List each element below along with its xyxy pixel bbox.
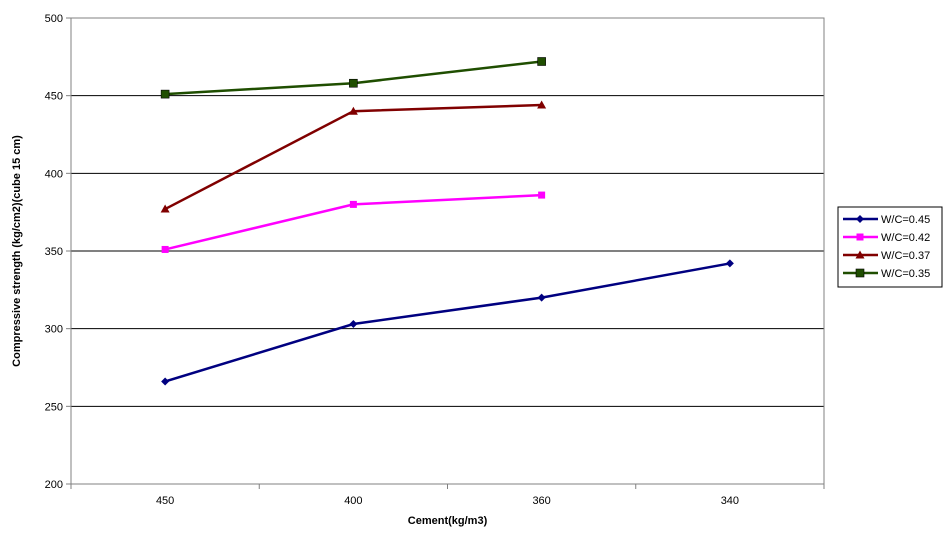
data-point <box>725 259 734 268</box>
y-tick-label: 450 <box>45 91 63 103</box>
series-line <box>164 103 542 211</box>
data-point <box>538 191 546 199</box>
x-tick-label: 450 <box>156 495 174 507</box>
legend-label: W/C=0.42 <box>881 232 930 244</box>
x-axis-ticks: 450 400 360 340 <box>70 484 825 507</box>
data-point <box>161 245 169 253</box>
legend-marker <box>855 268 865 278</box>
data-point <box>349 78 358 88</box>
legend-marker <box>856 233 864 241</box>
y-tick-label: 300 <box>45 324 63 336</box>
legend-label: W/C=0.37 <box>881 250 930 262</box>
data-point <box>160 204 170 213</box>
data-point <box>537 100 547 109</box>
legend-item: W/C=0.37 <box>843 250 930 262</box>
legend-label: W/C=0.45 <box>881 214 930 226</box>
data-point <box>160 89 170 99</box>
x-axis-title: Cement(kg/m3) <box>408 515 488 527</box>
y-axis-title: Compressive strength (kg/cm2)(cube 15 cm… <box>11 135 23 367</box>
legend-marker <box>856 215 864 223</box>
legend-item: W/C=0.42 <box>843 232 930 244</box>
series-4 <box>160 57 546 99</box>
y-tick-label: 200 <box>45 479 63 491</box>
legend-item: W/C=0.45 <box>843 214 930 226</box>
series-line <box>164 262 731 383</box>
series-lines <box>160 57 734 386</box>
data-point <box>349 200 357 208</box>
legend-label: W/C=0.35 <box>881 268 930 280</box>
legend-item: W/C=0.35 <box>843 268 930 280</box>
legend: W/C=0.45 W/C=0.42 W/C=0.37 W/C=0.35 <box>837 206 943 288</box>
legend-marker <box>855 250 865 259</box>
y-tick-label: 250 <box>45 401 63 413</box>
x-tick-label: 360 <box>532 495 550 507</box>
y-tick-label: 400 <box>45 168 63 180</box>
series-1 <box>161 259 734 386</box>
x-tick-label: 340 <box>721 495 739 507</box>
data-point <box>349 320 358 329</box>
y-axis-ticks: 200 250 300 350 400 450 500 <box>45 13 71 491</box>
data-point <box>348 106 358 115</box>
series-2 <box>161 191 546 253</box>
data-point <box>161 377 170 386</box>
gridlines <box>71 95 824 407</box>
y-tick-label: 350 <box>45 246 63 258</box>
series-line <box>165 60 542 96</box>
data-point <box>537 57 546 66</box>
x-tick-label: 400 <box>344 495 362 507</box>
y-tick-label: 500 <box>45 13 63 25</box>
series-3 <box>160 100 547 213</box>
data-point <box>537 293 546 302</box>
